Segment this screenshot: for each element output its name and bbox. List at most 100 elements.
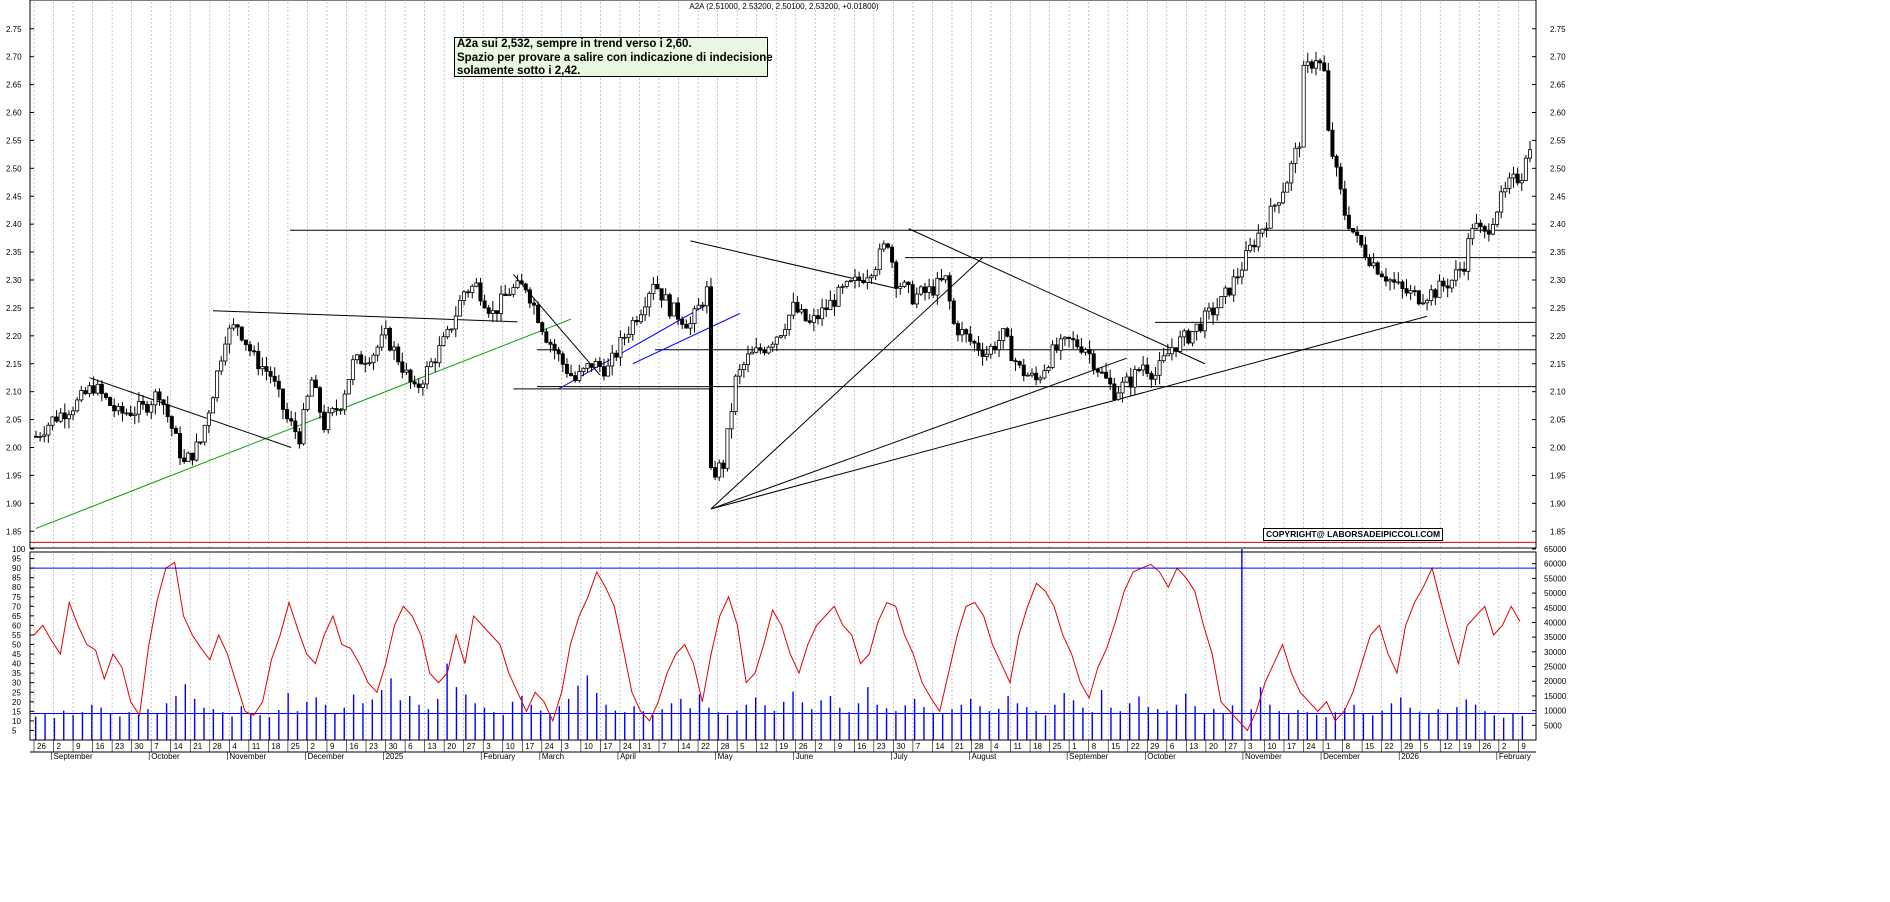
date-day-tick-label: 15 [1365, 742, 1374, 751]
candle-body [708, 286, 713, 468]
candle-body [1046, 367, 1051, 372]
candle-body [704, 286, 709, 307]
volume-bar [1269, 704, 1271, 740]
date-day-tick-label: 9 [76, 742, 81, 751]
volume-bar [1138, 696, 1140, 740]
candle-body [976, 342, 981, 351]
volume-tick-label: 35000 [1544, 633, 1567, 642]
candle-body [1264, 227, 1269, 230]
volume-bar [614, 710, 617, 740]
candle-body [1400, 281, 1405, 290]
price-tick-label-left: 2.25 [6, 304, 22, 313]
volume-bar [857, 703, 860, 740]
volume-bar [409, 695, 411, 740]
volume-bar [390, 678, 392, 740]
date-day-tick-label: 30 [389, 742, 398, 751]
date-month-label: October [1147, 752, 1176, 761]
volume-bar [783, 701, 785, 740]
candle-body [429, 361, 434, 368]
price-tick-label-left: 2.55 [6, 136, 22, 145]
candle-body [906, 281, 911, 286]
date-day-tick-label: 13 [428, 742, 437, 751]
candle-body [1227, 287, 1232, 296]
price-tick-label-right: 2.10 [1550, 388, 1566, 397]
price-tick-label-right: 1.90 [1550, 499, 1566, 508]
candle-body [1420, 302, 1425, 305]
candle-body [853, 276, 858, 281]
candle-body [416, 383, 421, 388]
candle-body [334, 408, 339, 411]
candle-body [577, 371, 582, 381]
price-tick-label-right: 2.20 [1550, 332, 1566, 341]
volume-bar [764, 705, 766, 740]
candle-body [560, 353, 565, 365]
date-day-tick-label: 31 [642, 742, 651, 751]
candle-body [404, 369, 409, 373]
volume-bar [1147, 707, 1150, 740]
date-day-tick-label: 30 [896, 742, 905, 751]
candle-body [474, 282, 479, 287]
date-month-label: August [972, 752, 998, 761]
volume-bar [1250, 709, 1252, 740]
candle-body [453, 315, 458, 330]
candle-body [1194, 323, 1199, 332]
candle-body [1202, 310, 1207, 332]
rsi-tick-label: 30 [12, 679, 21, 688]
candle-body [54, 416, 59, 422]
volume-bar [1502, 717, 1505, 740]
candle-body [873, 269, 878, 277]
candle-body [1416, 290, 1421, 305]
candle-body [1363, 244, 1368, 258]
candle-body [280, 388, 285, 410]
candle-body [1281, 191, 1286, 204]
price-tick-label-left: 2.60 [6, 109, 22, 118]
date-day-tick-label: 20 [1209, 742, 1218, 751]
candle-body [161, 399, 166, 406]
price-tick-label-right: 2.65 [1550, 81, 1566, 90]
candle-body [1441, 280, 1446, 287]
candle-body [1095, 368, 1100, 373]
volume-bar [596, 692, 598, 740]
candle-body [939, 277, 944, 281]
date-day-tick-label: 29 [1150, 742, 1159, 751]
volume-bar [296, 711, 299, 740]
candle-body [108, 397, 113, 406]
candle-body [1071, 338, 1076, 341]
candle-body [1141, 364, 1146, 371]
candle-body [1244, 250, 1249, 271]
candle-body [997, 340, 1002, 351]
candle-body [1318, 60, 1323, 64]
date-day-tick-label: 4 [994, 742, 999, 751]
volume-tick-label: 20000 [1544, 677, 1567, 686]
candle-body [169, 416, 174, 429]
candle-body [309, 379, 314, 397]
price-tick-label-left: 1.90 [6, 499, 22, 508]
candle-body [1153, 374, 1158, 380]
candle-body [1453, 269, 1458, 281]
volume-bar [380, 690, 383, 740]
volume-bar [212, 709, 215, 740]
volume-bar [1241, 549, 1243, 740]
volume-tick-label: 65000 [1544, 545, 1567, 554]
price-tick-label-right: 2.05 [1550, 416, 1566, 425]
volume-bar [231, 716, 233, 740]
volume-bar [352, 694, 355, 740]
rsi-tick-label: 90 [12, 564, 21, 573]
candle-body [116, 405, 121, 412]
volume-bar [670, 703, 673, 740]
candle-body [762, 349, 767, 354]
date-day-tick-label: 7 [154, 742, 159, 751]
volume-bar [1437, 709, 1439, 740]
volume-bar [1110, 707, 1112, 740]
date-month-label: 2025 [386, 752, 404, 761]
date-day-tick-label: 9 [838, 742, 843, 751]
date-day-tick-label: 22 [1131, 742, 1140, 751]
date-day-tick-label: 3 [1248, 742, 1253, 751]
volume-bar [371, 699, 373, 740]
volume-bar [1446, 713, 1449, 740]
candle-body [66, 414, 71, 420]
date-day-tick-label: 3 [564, 742, 569, 751]
volume-bar [165, 703, 168, 740]
candle-body [968, 333, 973, 342]
candle-body [1342, 188, 1347, 216]
